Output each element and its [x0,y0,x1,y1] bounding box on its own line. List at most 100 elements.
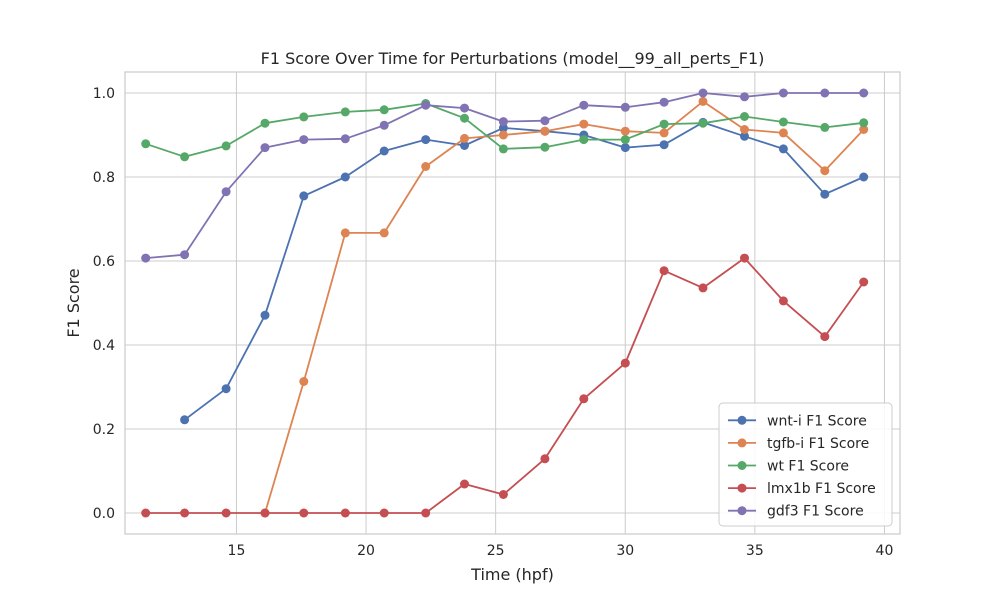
x-tick-label: 15 [228,543,246,559]
data-point [540,126,550,136]
data-point [498,123,508,133]
tick-labels: 15 20 25 30 35 40 0.0 0.2 0.4 0.6 0.8 1.0 [93,86,894,559]
data-point [299,508,309,518]
data-point [260,310,270,320]
legend-label: gdf3 F1 Score [767,504,864,520]
legend-label: wnt-i F1 Score [767,413,867,429]
x-tick-label: 25 [487,543,505,559]
data-point [221,141,231,151]
data-point [740,125,749,134]
data-point [379,228,389,238]
data-point [740,112,749,121]
legend-marker [737,415,747,425]
data-point [859,125,869,134]
data-point [180,152,190,162]
data-point [698,283,708,293]
x-tick-label: 40 [876,543,894,559]
data-point [379,105,389,115]
data-point [141,253,151,263]
data-point [340,107,350,117]
series-layer [141,88,869,518]
legend-label: tgfb-i F1 Score [767,436,869,452]
data-point [379,508,389,518]
data-point [659,97,669,107]
data-point [260,508,270,518]
data-point [260,143,270,153]
data-point [141,508,151,518]
data-point [540,454,550,464]
data-point [579,135,589,145]
data-point [698,96,708,106]
y-tick-label: 0.8 [93,170,115,186]
legend-label: wt F1 Score [767,459,849,475]
data-point [460,103,469,113]
legend-box [718,402,893,527]
legend-marker [737,506,747,516]
data-point [620,102,630,112]
data-point [859,277,869,287]
legend-item: gdf3 F1 Score [728,504,864,520]
data-point [659,140,669,150]
y-tick-label: 0.0 [93,506,115,522]
legend-item: lmx1b F1 Score [728,481,876,497]
legend-item: tgfb-i F1 Score [728,436,869,452]
data-point [778,117,788,127]
data-point [460,479,469,489]
data-point [221,508,231,518]
data-point [498,117,508,127]
data-point [698,88,708,98]
data-point [498,490,508,499]
x-axis-label: Time (hpf) [470,565,554,584]
data-point [620,143,630,153]
chart-title: F1 Score Over Time for Perturbations (mo… [261,49,765,69]
data-point [460,141,469,150]
legend-marker [737,438,747,448]
data-point [299,377,309,386]
data-point [379,120,389,130]
data-point [820,122,830,132]
data-point [859,172,869,182]
data-point [340,508,350,518]
legend-label: lmx1b F1 Score [767,481,876,497]
data-point [460,113,469,123]
y-tick-label: 1.0 [93,86,115,102]
data-point [620,126,630,136]
data-point [859,118,869,128]
data-point [498,130,508,140]
data-point [180,250,190,260]
data-point [620,358,630,368]
data-point [740,131,749,141]
legend: wnt-i F1 Score tgfb-i F1 Score wt F1 Score… [718,402,893,527]
data-point [421,135,431,145]
data-point [221,384,231,394]
series-2 [141,99,869,162]
data-point [579,394,589,404]
data-point [540,116,550,126]
data-point [421,162,431,171]
plot-frame [124,71,901,535]
data-point [778,128,788,138]
legend-item: wt F1 Score [728,459,849,475]
y-axis-label: F1 Score [64,268,83,337]
data-point [820,332,830,342]
data-point [579,119,589,129]
legend-marker [737,483,747,493]
data-point [340,172,350,182]
data-point [260,118,270,128]
data-point [340,134,350,144]
data-point [820,189,830,199]
series-0 [180,117,869,425]
y-tick-label: 0.6 [93,254,115,270]
data-point [299,135,309,145]
data-point [299,112,309,122]
x-tick-label: 20 [357,543,375,559]
data-point [498,144,508,154]
data-point [740,253,749,263]
data-point [659,128,669,138]
series-3 [141,253,869,518]
data-point [659,266,669,276]
data-point [778,88,788,98]
data-point [180,415,190,425]
series-4 [141,88,869,263]
